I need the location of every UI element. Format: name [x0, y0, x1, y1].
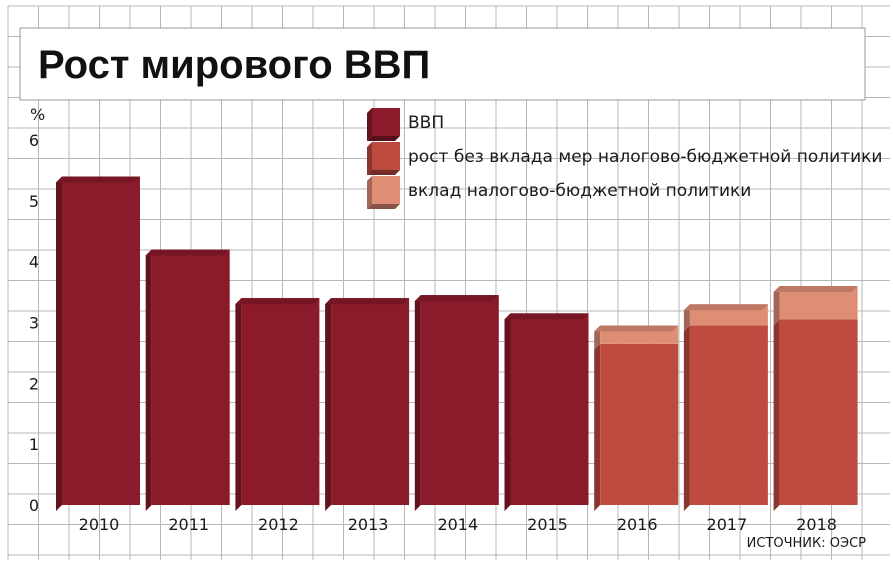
bar-side: [683, 304, 690, 332]
bar-side: [504, 313, 511, 511]
bar-top: [683, 304, 768, 311]
bar-side: [56, 176, 62, 511]
legend-label: вклад налогово-бюджетной политики: [408, 181, 751, 201]
y-tick-label: 5: [29, 192, 39, 211]
bar-side: [235, 298, 242, 511]
y-axis: % 0 1 2 3 4 5 6: [29, 105, 45, 515]
x-tick-label: 2014: [437, 515, 478, 534]
legend-swatch-bottom: [367, 136, 400, 141]
bar-top: [145, 249, 230, 256]
y-tick-label: 1: [29, 435, 39, 454]
legend: ВВП рост без вклада мер налогово-бюджетно…: [367, 108, 882, 209]
x-tick-label: 2011: [168, 515, 209, 534]
bar-side: [145, 249, 152, 511]
x-tick-label: 2015: [527, 515, 568, 534]
bar-top: [504, 313, 589, 320]
legend-swatch-bottom: [367, 170, 400, 175]
bars: [56, 176, 858, 511]
legend-swatch-side: [367, 108, 372, 141]
y-tick-label: 6: [29, 131, 39, 150]
x-tick-label: 2010: [79, 515, 120, 534]
y-tick-label: 0: [29, 496, 39, 515]
legend-swatch: [372, 142, 400, 170]
bar-side: [594, 325, 601, 350]
bar-segment: [689, 325, 768, 505]
y-tick-label: 4: [29, 253, 39, 272]
x-axis: 2010 2011 2012 2013 2014 2015 2016 2017 2018: [79, 515, 837, 534]
bar-top: [235, 298, 320, 305]
bar-top: [325, 298, 410, 305]
bar-side: [414, 295, 421, 511]
chart-title: Рост мирового ВВП: [38, 43, 430, 87]
legend-swatch: [372, 176, 400, 204]
bar-segment: [331, 298, 410, 505]
x-tick-label: 2012: [258, 515, 299, 534]
legend-swatch-bottom: [367, 204, 400, 209]
bar-top: [594, 325, 679, 332]
bar-top: [56, 176, 140, 183]
legend-swatch: [372, 108, 400, 136]
bar-top: [773, 286, 858, 292]
bar-side: [594, 343, 601, 511]
bar-segment: [600, 343, 679, 505]
bar-side: [773, 286, 780, 326]
bar-segment: [151, 249, 230, 505]
legend-label: рост без вклада мер налогово-бюджетной п…: [408, 147, 882, 167]
x-tick-label: 2017: [707, 515, 748, 534]
y-tick-label: 2: [29, 374, 39, 393]
bar-top: [414, 295, 499, 302]
bar-side: [325, 298, 332, 511]
bar-side: [683, 325, 690, 511]
legend-swatch-side: [367, 142, 372, 175]
bar-segment: [779, 319, 858, 505]
bar-segment: [510, 313, 589, 505]
legend-label: ВВП: [408, 113, 444, 133]
x-tick-label: 2018: [796, 515, 837, 534]
bar-segment: [241, 298, 320, 505]
title-box: [19, 27, 866, 101]
source-note: ИСТОЧНИК: ОЭСР: [747, 536, 867, 551]
bar-segment: [420, 295, 499, 505]
legend-swatch-side: [367, 176, 372, 209]
x-tick-label: 2013: [348, 515, 389, 534]
x-tick-label: 2016: [617, 515, 658, 534]
y-axis-label: %: [30, 105, 45, 124]
bar-segment: [62, 176, 140, 505]
bar-side: [773, 319, 780, 511]
y-tick-label: 3: [29, 314, 39, 333]
